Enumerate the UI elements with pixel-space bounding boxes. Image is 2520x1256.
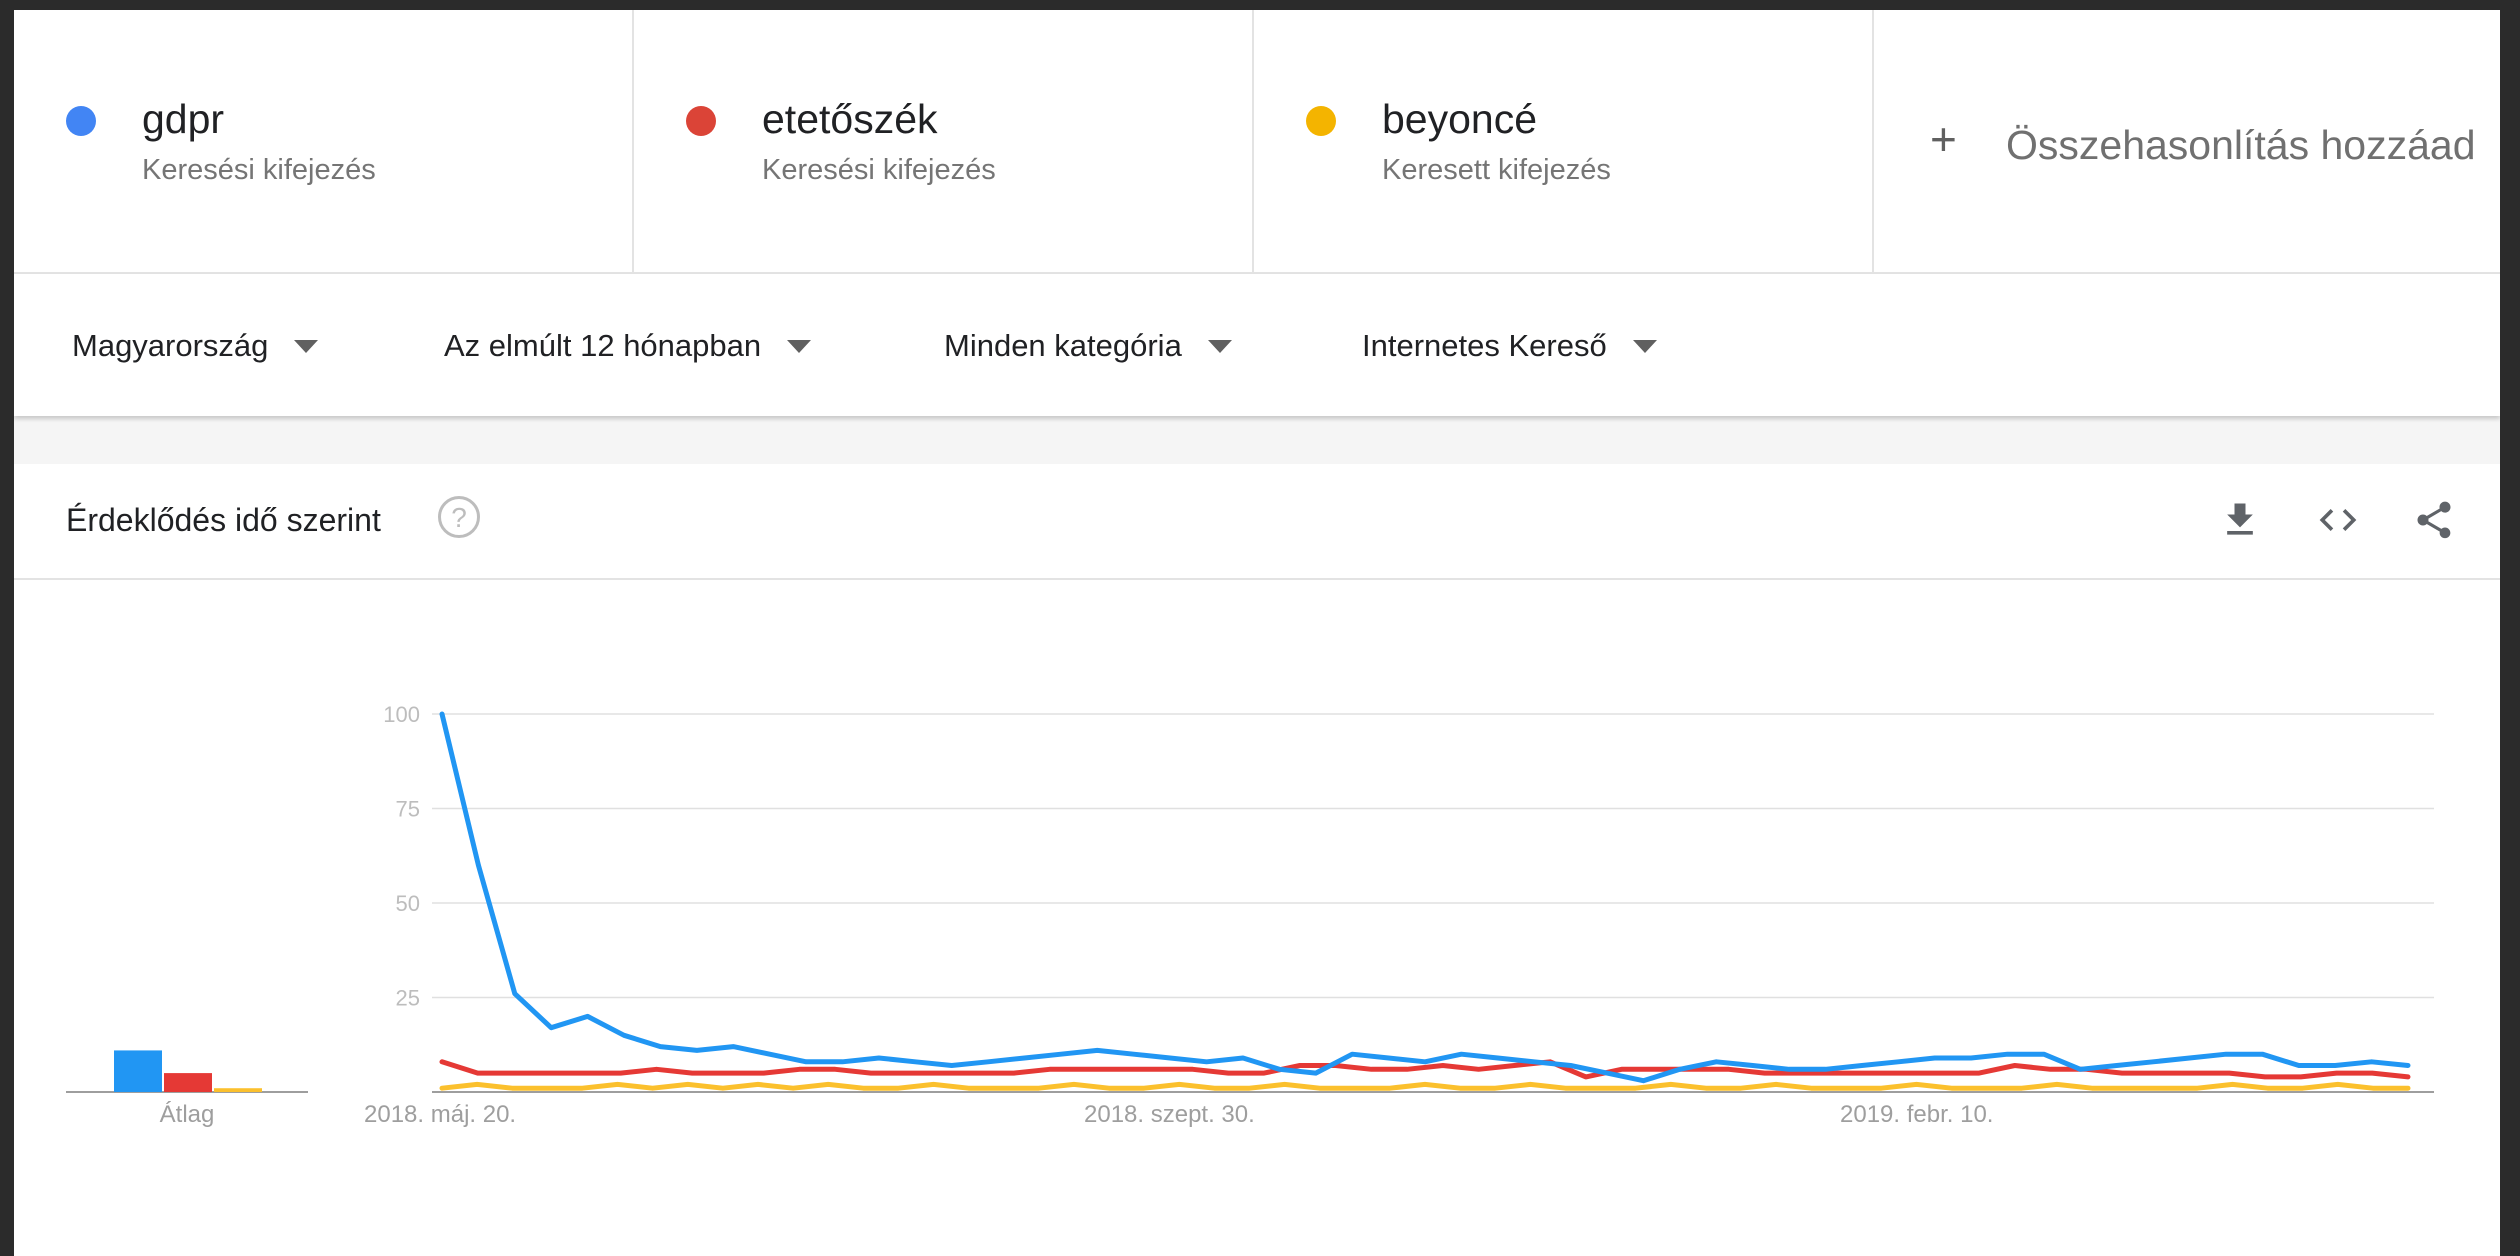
term-name: gdpr xyxy=(142,96,225,142)
y-tick-label: 50 xyxy=(396,891,420,916)
plus-icon: + xyxy=(1930,113,1957,165)
term-bar: gdpr Keresési kifejezés etetőszék Keresé… xyxy=(14,10,2500,274)
term-card-gdpr[interactable]: gdpr Keresési kifejezés xyxy=(14,10,634,272)
average-label: Átlag xyxy=(160,1101,215,1128)
series-color-dot xyxy=(1306,106,1336,136)
add-comparison-button[interactable]: + Összehasonlítás hozzáad xyxy=(1874,10,2500,272)
series-color-dot xyxy=(66,106,96,136)
period-label: Az elmúlt 12 hónapban xyxy=(444,328,762,363)
term-type: Keresési kifejezés xyxy=(142,154,376,186)
y-tick-label: 100 xyxy=(383,702,420,727)
search-type-label: Internetes Kereső xyxy=(1362,328,1607,363)
average-bar-2 xyxy=(164,1073,212,1092)
x-tick-label: 2019. febr. 10. xyxy=(1840,1101,1993,1128)
caret-down-icon xyxy=(1207,339,1232,353)
share-icon[interactable] xyxy=(2412,498,2456,542)
search-type-dropdown[interactable]: Internetes Kereső xyxy=(1362,328,1657,364)
term-type: Keresési kifejezés xyxy=(762,154,996,186)
category-label: Minden kategória xyxy=(944,328,1182,363)
question-icon[interactable]: ? xyxy=(438,496,480,538)
caret-down-icon xyxy=(787,339,812,353)
period-dropdown[interactable]: Az elmúlt 12 hónapban xyxy=(444,328,812,364)
term-name: etetőszék xyxy=(762,96,938,142)
panel-title: Érdeklődés idő szerint xyxy=(66,502,381,538)
category-dropdown[interactable]: Minden kategória xyxy=(944,328,1232,364)
term-card-beyonce[interactable]: beyoncé Keresett kifejezés xyxy=(1254,10,1874,272)
region-dropdown[interactable]: Magyarország xyxy=(72,328,319,364)
region-label: Magyarország xyxy=(72,328,269,363)
filter-bar: Magyarország Az elmúlt 12 hónapban Minde… xyxy=(14,274,2500,416)
interest-panel-header: Érdeklődés idő szerint ? xyxy=(14,464,2500,580)
term-card-etetoszek[interactable]: etetőszék Keresési kifejezés xyxy=(634,10,1254,272)
x-tick-label: 2018. máj. 20. xyxy=(364,1101,516,1128)
trends-frame: gdpr Keresési kifejezés etetőszék Keresé… xyxy=(14,10,2500,1256)
average-bar-3 xyxy=(214,1088,262,1092)
series-line-3 xyxy=(439,1081,2411,1091)
x-tick-label: 2018. szept. 30. xyxy=(1084,1101,1255,1128)
add-comparison-label: Összehasonlítás hozzáad xyxy=(2006,122,2476,168)
term-name: beyoncé xyxy=(1382,96,1538,142)
caret-down-icon xyxy=(1632,339,1657,353)
y-tick-label: 75 xyxy=(396,797,420,822)
embed-code-icon[interactable] xyxy=(2316,498,2360,542)
y-tick-label: 25 xyxy=(396,986,420,1011)
term-type: Keresett kifejezés xyxy=(1382,154,1611,186)
download-icon[interactable] xyxy=(2218,498,2262,542)
caret-down-icon xyxy=(294,339,319,353)
section-gap xyxy=(14,416,2500,464)
series-color-dot xyxy=(686,106,716,136)
series-line-1 xyxy=(439,711,2411,1084)
average-bar-1 xyxy=(114,1050,162,1092)
interest-over-time-chart: 25 50 75 100 2018. máj. 20. 2018. szept. 30. 2… xyxy=(66,702,2434,1128)
